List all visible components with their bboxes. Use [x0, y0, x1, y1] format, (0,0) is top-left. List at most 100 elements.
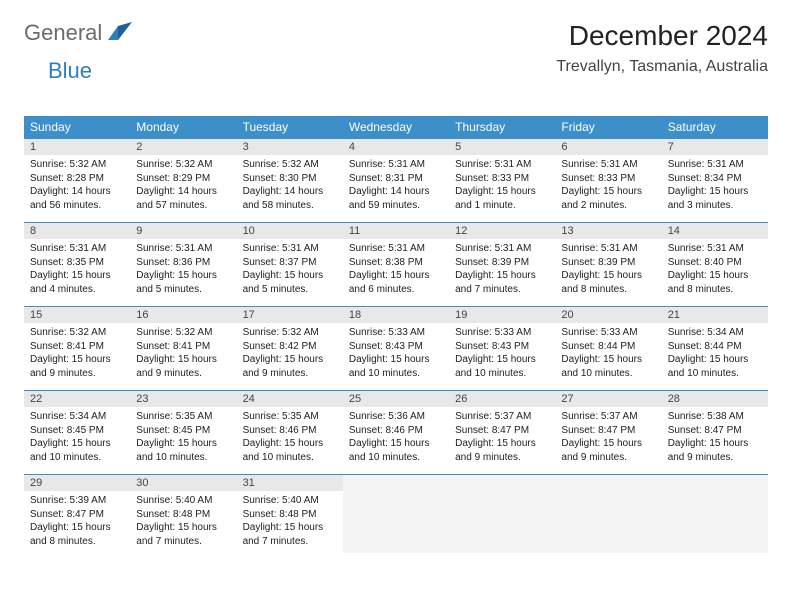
weekday-header: Sunday — [24, 116, 130, 139]
calendar-day-cell — [343, 475, 449, 559]
weekday-header: Wednesday — [343, 116, 449, 139]
day-number: 28 — [662, 391, 768, 407]
day-number: 9 — [130, 223, 236, 239]
calendar-week-row: 22Sunrise: 5:34 AMSunset: 8:45 PMDayligh… — [24, 391, 768, 475]
day-number: 19 — [449, 307, 555, 323]
calendar-day-cell: 29Sunrise: 5:39 AMSunset: 8:47 PMDayligh… — [24, 475, 130, 559]
day-number: 3 — [237, 139, 343, 155]
day-number: 10 — [237, 223, 343, 239]
calendar-day-cell: 24Sunrise: 5:35 AMSunset: 8:46 PMDayligh… — [237, 391, 343, 475]
day-details: Sunrise: 5:31 AMSunset: 8:38 PMDaylight:… — [343, 239, 449, 306]
day-number: 7 — [662, 139, 768, 155]
day-details: Sunrise: 5:31 AMSunset: 8:34 PMDaylight:… — [662, 155, 768, 222]
day-details: Sunrise: 5:33 AMSunset: 8:44 PMDaylight:… — [555, 323, 661, 390]
day-number: 21 — [662, 307, 768, 323]
weekday-header: Thursday — [449, 116, 555, 139]
day-number: 14 — [662, 223, 768, 239]
day-details: Sunrise: 5:31 AMSunset: 8:33 PMDaylight:… — [555, 155, 661, 222]
day-number: 6 — [555, 139, 661, 155]
calendar-day-cell: 17Sunrise: 5:32 AMSunset: 8:42 PMDayligh… — [237, 307, 343, 391]
calendar-day-cell: 6Sunrise: 5:31 AMSunset: 8:33 PMDaylight… — [555, 139, 661, 223]
calendar-table: SundayMondayTuesdayWednesdayThursdayFrid… — [24, 116, 768, 558]
day-number: 2 — [130, 139, 236, 155]
calendar-day-cell — [449, 475, 555, 559]
day-details: Sunrise: 5:32 AMSunset: 8:41 PMDaylight:… — [130, 323, 236, 390]
weekday-header: Monday — [130, 116, 236, 139]
day-details: Sunrise: 5:31 AMSunset: 8:39 PMDaylight:… — [449, 239, 555, 306]
calendar-day-cell: 26Sunrise: 5:37 AMSunset: 8:47 PMDayligh… — [449, 391, 555, 475]
calendar-day-cell: 4Sunrise: 5:31 AMSunset: 8:31 PMDaylight… — [343, 139, 449, 223]
logo: General — [24, 20, 136, 46]
day-details: Sunrise: 5:37 AMSunset: 8:47 PMDaylight:… — [555, 407, 661, 474]
weekday-header: Tuesday — [237, 116, 343, 139]
weekday-header: Friday — [555, 116, 661, 139]
day-details: Sunrise: 5:40 AMSunset: 8:48 PMDaylight:… — [130, 491, 236, 558]
calendar-day-cell: 25Sunrise: 5:36 AMSunset: 8:46 PMDayligh… — [343, 391, 449, 475]
day-number: 24 — [237, 391, 343, 407]
day-details: Sunrise: 5:32 AMSunset: 8:30 PMDaylight:… — [237, 155, 343, 222]
day-number: 26 — [449, 391, 555, 407]
day-details: Sunrise: 5:33 AMSunset: 8:43 PMDaylight:… — [449, 323, 555, 390]
calendar-day-cell: 14Sunrise: 5:31 AMSunset: 8:40 PMDayligh… — [662, 223, 768, 307]
calendar-day-cell: 13Sunrise: 5:31 AMSunset: 8:39 PMDayligh… — [555, 223, 661, 307]
day-details: Sunrise: 5:35 AMSunset: 8:45 PMDaylight:… — [130, 407, 236, 474]
calendar-day-cell: 28Sunrise: 5:38 AMSunset: 8:47 PMDayligh… — [662, 391, 768, 475]
day-details: Sunrise: 5:36 AMSunset: 8:46 PMDaylight:… — [343, 407, 449, 474]
day-details: Sunrise: 5:34 AMSunset: 8:44 PMDaylight:… — [662, 323, 768, 390]
calendar-week-row: 8Sunrise: 5:31 AMSunset: 8:35 PMDaylight… — [24, 223, 768, 307]
calendar-day-cell: 10Sunrise: 5:31 AMSunset: 8:37 PMDayligh… — [237, 223, 343, 307]
calendar-day-cell: 1Sunrise: 5:32 AMSunset: 8:28 PMDaylight… — [24, 139, 130, 223]
calendar-week-row: 29Sunrise: 5:39 AMSunset: 8:47 PMDayligh… — [24, 475, 768, 559]
day-number: 22 — [24, 391, 130, 407]
calendar-day-cell: 12Sunrise: 5:31 AMSunset: 8:39 PMDayligh… — [449, 223, 555, 307]
day-details: Sunrise: 5:39 AMSunset: 8:47 PMDaylight:… — [24, 491, 130, 558]
day-number: 11 — [343, 223, 449, 239]
day-number: 5 — [449, 139, 555, 155]
calendar-day-cell: 7Sunrise: 5:31 AMSunset: 8:34 PMDaylight… — [662, 139, 768, 223]
calendar-day-cell: 16Sunrise: 5:32 AMSunset: 8:41 PMDayligh… — [130, 307, 236, 391]
calendar-day-cell: 30Sunrise: 5:40 AMSunset: 8:48 PMDayligh… — [130, 475, 236, 559]
calendar-day-cell — [555, 475, 661, 559]
day-number: 25 — [343, 391, 449, 407]
day-number: 1 — [24, 139, 130, 155]
calendar-day-cell: 31Sunrise: 5:40 AMSunset: 8:48 PMDayligh… — [237, 475, 343, 559]
day-details: Sunrise: 5:31 AMSunset: 8:35 PMDaylight:… — [24, 239, 130, 306]
day-details: Sunrise: 5:33 AMSunset: 8:43 PMDaylight:… — [343, 323, 449, 390]
day-details: Sunrise: 5:32 AMSunset: 8:41 PMDaylight:… — [24, 323, 130, 390]
weekday-header-row: SundayMondayTuesdayWednesdayThursdayFrid… — [24, 116, 768, 139]
day-number: 31 — [237, 475, 343, 491]
day-details: Sunrise: 5:31 AMSunset: 8:39 PMDaylight:… — [555, 239, 661, 306]
calendar-day-cell: 3Sunrise: 5:32 AMSunset: 8:30 PMDaylight… — [237, 139, 343, 223]
day-details: Sunrise: 5:32 AMSunset: 8:28 PMDaylight:… — [24, 155, 130, 222]
day-number: 27 — [555, 391, 661, 407]
day-number: 16 — [130, 307, 236, 323]
day-details: Sunrise: 5:31 AMSunset: 8:31 PMDaylight:… — [343, 155, 449, 222]
calendar-day-cell: 9Sunrise: 5:31 AMSunset: 8:36 PMDaylight… — [130, 223, 236, 307]
day-details: Sunrise: 5:31 AMSunset: 8:40 PMDaylight:… — [662, 239, 768, 306]
calendar-day-cell: 22Sunrise: 5:34 AMSunset: 8:45 PMDayligh… — [24, 391, 130, 475]
calendar-day-cell: 19Sunrise: 5:33 AMSunset: 8:43 PMDayligh… — [449, 307, 555, 391]
month-title: December 2024 — [556, 20, 768, 52]
calendar-day-cell: 23Sunrise: 5:35 AMSunset: 8:45 PMDayligh… — [130, 391, 236, 475]
day-number: 8 — [24, 223, 130, 239]
calendar-day-cell: 11Sunrise: 5:31 AMSunset: 8:38 PMDayligh… — [343, 223, 449, 307]
calendar-week-row: 15Sunrise: 5:32 AMSunset: 8:41 PMDayligh… — [24, 307, 768, 391]
calendar-week-row: 1Sunrise: 5:32 AMSunset: 8:28 PMDaylight… — [24, 139, 768, 223]
day-number: 23 — [130, 391, 236, 407]
day-number: 30 — [130, 475, 236, 491]
weekday-header: Saturday — [662, 116, 768, 139]
day-number: 12 — [449, 223, 555, 239]
day-details: Sunrise: 5:37 AMSunset: 8:47 PMDaylight:… — [449, 407, 555, 474]
day-number: 4 — [343, 139, 449, 155]
day-details: Sunrise: 5:38 AMSunset: 8:47 PMDaylight:… — [662, 407, 768, 474]
calendar-day-cell: 15Sunrise: 5:32 AMSunset: 8:41 PMDayligh… — [24, 307, 130, 391]
calendar-day-cell — [662, 475, 768, 559]
logo-word-blue: Blue — [48, 58, 92, 83]
day-details: Sunrise: 5:32 AMSunset: 8:42 PMDaylight:… — [237, 323, 343, 390]
day-details: Sunrise: 5:35 AMSunset: 8:46 PMDaylight:… — [237, 407, 343, 474]
day-details: Sunrise: 5:31 AMSunset: 8:36 PMDaylight:… — [130, 239, 236, 306]
day-details: Sunrise: 5:40 AMSunset: 8:48 PMDaylight:… — [237, 491, 343, 558]
day-number: 18 — [343, 307, 449, 323]
logo-word-general: General — [24, 20, 102, 46]
calendar-day-cell: 8Sunrise: 5:31 AMSunset: 8:35 PMDaylight… — [24, 223, 130, 307]
